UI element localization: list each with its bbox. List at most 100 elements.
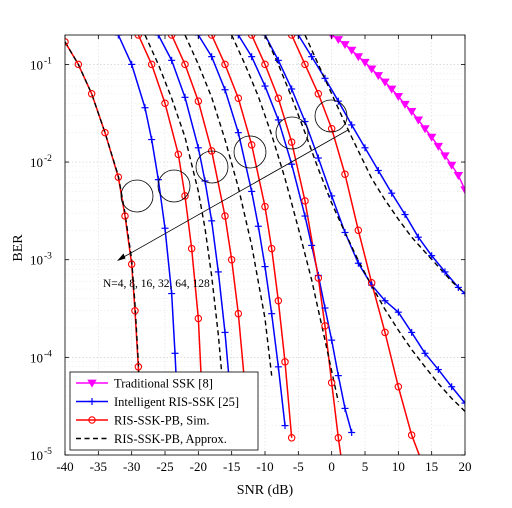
highlight-ellipse <box>157 169 191 203</box>
plus-marker <box>148 136 156 144</box>
legend-entry: RIS-SSK-PB, Sim. <box>76 414 210 428</box>
annotation-layer <box>117 99 349 261</box>
plus-marker <box>114 35 122 39</box>
plus-marker <box>194 144 202 152</box>
arrow-head <box>117 253 126 261</box>
circle-marker <box>287 138 296 146</box>
triangle-down-marker <box>446 161 457 170</box>
plus-marker <box>248 187 256 195</box>
circle-marker <box>261 202 269 211</box>
series-line <box>144 35 223 373</box>
x-tick-label: -35 <box>90 459 107 474</box>
triangle-down-marker <box>353 53 364 62</box>
plus-marker <box>234 35 242 39</box>
plus-marker <box>381 297 389 305</box>
plus-marker <box>354 259 362 267</box>
plus-marker <box>221 328 229 336</box>
circle-marker <box>167 35 176 39</box>
plus-marker <box>448 383 456 391</box>
plus-marker <box>221 86 229 94</box>
y-tick-exponent: -2 <box>44 154 52 164</box>
triangle-down-marker <box>426 133 437 142</box>
circle-marker <box>207 35 216 39</box>
legend-entry: Intelligent RIS-SSK [25] <box>76 395 239 409</box>
highlight-ellipse <box>195 150 229 184</box>
plus-marker <box>208 217 216 225</box>
plus-marker <box>321 304 329 312</box>
y-tick-label: 10 <box>30 448 43 463</box>
plus-marker <box>274 116 282 124</box>
legend-box <box>69 371 259 451</box>
circle-marker <box>287 35 296 39</box>
plus-marker <box>408 328 416 336</box>
circle-marker <box>321 322 329 330</box>
plus-marker <box>454 283 462 291</box>
circle-marker <box>354 226 363 235</box>
plus-marker <box>141 104 149 112</box>
plus-marker <box>388 189 396 197</box>
plus-marker <box>414 233 422 241</box>
series-line <box>197 35 286 426</box>
plus-marker <box>341 404 349 412</box>
y-tick-exponent: -4 <box>44 349 52 359</box>
plus-marker <box>261 263 269 271</box>
plus-marker <box>321 74 329 82</box>
x-tick-label: -20 <box>190 459 207 474</box>
plus-marker <box>201 177 209 185</box>
circle-marker <box>161 99 169 108</box>
plus-marker <box>341 228 349 236</box>
legend-entry: Traditional SSK [8] <box>76 377 213 391</box>
plus-marker <box>168 56 176 64</box>
series-line <box>231 35 340 403</box>
plus-marker <box>154 35 162 39</box>
highlight-ellipse <box>233 135 267 169</box>
triangle-down-marker <box>373 72 384 81</box>
circle-marker <box>194 97 203 105</box>
legend-entry: RIS-SSK-PB, Approx. <box>76 432 227 446</box>
triangle-down-marker <box>340 41 350 50</box>
plus-marker <box>394 308 402 316</box>
plus-marker <box>268 310 276 318</box>
circle-marker <box>261 60 269 69</box>
x-tick-label: -40 <box>56 459 73 474</box>
series-line <box>297 35 465 295</box>
circle-marker <box>187 244 196 253</box>
circle-marker <box>301 197 309 205</box>
series-line <box>290 35 421 455</box>
circle-marker <box>341 170 349 178</box>
highlight-ellipse <box>120 179 154 213</box>
circle-marker <box>181 60 189 69</box>
circle-marker <box>181 192 189 200</box>
plus-marker <box>88 398 96 405</box>
circle-marker <box>367 279 376 287</box>
grid <box>64 34 466 456</box>
triangle-down-marker <box>453 171 464 180</box>
x-axis-ticks: -40 -35 -30 -25 -20 -15 -10 -5 0 5 10 15 20 <box>56 35 472 474</box>
legend-label: Intelligent RIS-SSK [25] <box>114 395 239 409</box>
circle-marker <box>234 94 243 103</box>
series-line <box>304 35 465 295</box>
x-tick-label: 10 <box>392 459 405 474</box>
plus-marker <box>328 192 336 200</box>
y-tick-label: 10 <box>30 350 43 365</box>
circle-marker <box>121 212 129 220</box>
circle-marker <box>227 255 236 264</box>
circle-marker <box>314 90 323 98</box>
circle-marker <box>234 309 243 318</box>
plus-marker <box>161 224 169 232</box>
triangle-down-marker <box>360 58 370 67</box>
circle-marker <box>381 328 389 337</box>
y-axis-ticks: 10-510-410-310-210-1 <box>30 56 465 463</box>
series-line <box>137 35 203 387</box>
plus-marker <box>248 53 256 61</box>
triangle-down-marker <box>440 152 450 161</box>
circle-marker <box>247 35 256 39</box>
legend: Traditional SSK [8] Intelligent RIS-SSK [… <box>69 371 259 451</box>
circle-marker <box>394 382 403 391</box>
plus-marker <box>314 154 322 162</box>
series-line <box>210 35 293 438</box>
n-values-annotation: N=4, 8, 16, 32, 64, 128 <box>103 278 210 290</box>
plus-marker <box>171 349 179 357</box>
circle-marker <box>274 296 283 305</box>
